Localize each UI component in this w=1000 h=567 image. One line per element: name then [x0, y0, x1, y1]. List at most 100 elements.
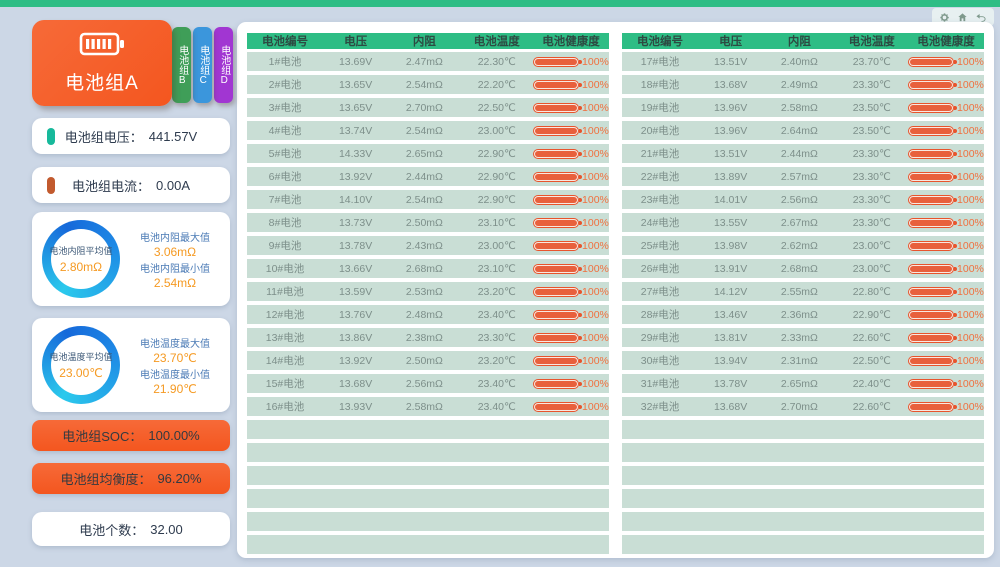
cell-resistance: 2.64mΩ [780, 124, 818, 137]
cell-voltage: 13.46V [713, 308, 748, 321]
cell-voltage: 13.89V [713, 170, 748, 183]
pack-balance-card: 电池组均衡度： 96.20% [32, 463, 230, 494]
health-bar [908, 102, 958, 113]
battery-table-right: 电池编号 电压 内阻 电池温度 电池健康度 17#电池 13.51V 2.40mΩ 2… [622, 33, 984, 554]
cell-health: 100% [533, 240, 609, 252]
health-bar [533, 217, 583, 228]
cell-temperature: 23.30℃ [852, 193, 891, 206]
table-row: 5#电池 14.33V 2.65mΩ 22.90℃ 100% [247, 144, 609, 163]
resistance-max-label: 电池内阻最大值 [140, 232, 210, 244]
table-row: 21#电池 13.51V 2.44mΩ 23.30℃ 100% [622, 144, 984, 163]
cell-battery-id: 12#电池 [265, 309, 305, 321]
health-percent: 100% [957, 285, 984, 298]
tab-battery-group-a[interactable]: 电池组A [32, 20, 172, 106]
health-percent: 100% [582, 308, 609, 321]
cell-temperature: 22.60℃ [852, 400, 891, 413]
back-icon[interactable] [975, 12, 987, 23]
cell-resistance: 2.70mΩ [780, 400, 818, 413]
cell-resistance: 2.58mΩ [780, 101, 818, 114]
table-row: 17#电池 13.51V 2.40mΩ 23.70℃ 100% [622, 52, 984, 71]
cell-resistance: 2.54mΩ [405, 124, 443, 137]
health-bar [908, 401, 958, 412]
cell-temperature: 22.20℃ [477, 78, 516, 91]
cell-battery-id: 3#电池 [268, 102, 302, 114]
cell-resistance: 2.49mΩ [780, 78, 818, 91]
cell-health: 100% [533, 263, 609, 275]
cell-voltage: 13.93V [338, 400, 373, 413]
table-row: 7#电池 14.10V 2.54mΩ 22.90℃ 100% [247, 190, 609, 209]
health-percent: 100% [957, 262, 984, 275]
health-bar [533, 378, 583, 389]
health-bar [533, 332, 583, 343]
battery-count-value: 32.00 [150, 521, 183, 537]
cell-resistance: 2.65mΩ [780, 377, 818, 390]
cell-temperature: 23.30℃ [852, 147, 891, 160]
window-toolbar [932, 8, 994, 26]
cell-temperature: 22.90℃ [852, 308, 891, 321]
table-row: 25#电池 13.98V 2.62mΩ 23.00℃ 100% [622, 236, 984, 255]
settings-icon[interactable] [939, 12, 950, 23]
cell-voltage: 13.91V [713, 262, 748, 275]
pack-current-value: 0.00A [156, 177, 190, 193]
cell-battery-id: 11#电池 [266, 286, 304, 298]
home-icon[interactable] [957, 12, 968, 23]
cell-health: 100% [908, 102, 984, 114]
empty-table-row [247, 535, 609, 554]
table-row: 1#电池 13.69V 2.47mΩ 22.30℃ 100% [247, 52, 609, 71]
health-percent: 100% [957, 193, 984, 206]
table-row: 15#电池 13.68V 2.56mΩ 23.40℃ 100% [247, 374, 609, 393]
header-voltage: 电压 [344, 36, 368, 48]
cell-voltage: 13.76V [338, 308, 373, 321]
tab-battery-group-b[interactable]: 电池组B [172, 27, 191, 103]
table-row: 3#电池 13.65V 2.70mΩ 22.50℃ 100% [247, 98, 609, 117]
cell-health: 100% [533, 194, 609, 206]
cell-voltage: 13.51V [713, 55, 748, 68]
health-bar [533, 286, 583, 297]
cell-battery-id: 30#电池 [640, 355, 680, 367]
header-resistance: 内阻 [787, 36, 811, 48]
cell-resistance: 2.47mΩ [405, 55, 443, 68]
health-bar [908, 194, 958, 205]
cell-temperature: 23.00℃ [852, 262, 891, 275]
cell-health: 100% [533, 286, 609, 298]
health-percent: 100% [957, 124, 984, 137]
table-row: 13#电池 13.86V 2.38mΩ 23.30℃ 100% [247, 328, 609, 347]
health-bar [533, 56, 583, 67]
health-percent: 100% [582, 262, 609, 275]
cell-temperature: 22.80℃ [852, 285, 891, 298]
table-row: 32#电池 13.68V 2.70mΩ 22.60℃ 100% [622, 397, 984, 416]
cell-resistance: 2.57mΩ [780, 170, 818, 183]
cell-health: 100% [533, 148, 609, 160]
header-health: 电池健康度 [917, 36, 975, 48]
cell-battery-id: 4#电池 [268, 125, 302, 137]
pack-voltage-value: 441.57V [148, 128, 198, 144]
health-bar [908, 286, 958, 297]
health-percent: 100% [582, 216, 609, 229]
cell-battery-id: 15#电池 [265, 378, 305, 390]
cell-resistance: 2.55mΩ [780, 285, 818, 298]
pack-voltage-label: 电池组电压： [64, 129, 143, 145]
cell-battery-id: 7#电池 [268, 194, 302, 206]
cell-battery-id: 32#电池 [640, 401, 680, 413]
battery-icon [79, 31, 125, 62]
header-temperature: 电池温度 [848, 36, 895, 48]
health-bar [908, 263, 958, 274]
cell-temperature: 23.30℃ [477, 331, 516, 344]
cell-health: 100% [908, 125, 984, 137]
health-bar [908, 332, 958, 343]
cell-voltage: 13.78V [338, 239, 373, 252]
cell-resistance: 2.50mΩ [405, 354, 443, 367]
tab-battery-group-d[interactable]: 电池组D [214, 27, 233, 103]
health-percent: 100% [582, 124, 609, 137]
temperature-min-value: 21.90℃ [153, 381, 197, 396]
table-row: 31#电池 13.78V 2.65mΩ 22.40℃ 100% [622, 374, 984, 393]
health-bar [908, 79, 958, 90]
table-row: 9#电池 13.78V 2.43mΩ 23.00℃ 100% [247, 236, 609, 255]
cell-battery-id: 17#电池 [640, 56, 680, 68]
cell-battery-id: 14#电池 [265, 355, 305, 367]
temperature-gauge-card: 电池温度平均值 23.00℃ 电池温度最大值 23.70℃ 电池温度最小值 21… [32, 318, 230, 412]
table-header-row: 电池编号 电压 内阻 电池温度 电池健康度 [247, 33, 609, 49]
table-row: 22#电池 13.89V 2.57mΩ 23.30℃ 100% [622, 167, 984, 186]
resistance-min-label: 电池内阻最小值 [140, 263, 210, 275]
tab-battery-group-c[interactable]: 电池组C [193, 27, 212, 103]
